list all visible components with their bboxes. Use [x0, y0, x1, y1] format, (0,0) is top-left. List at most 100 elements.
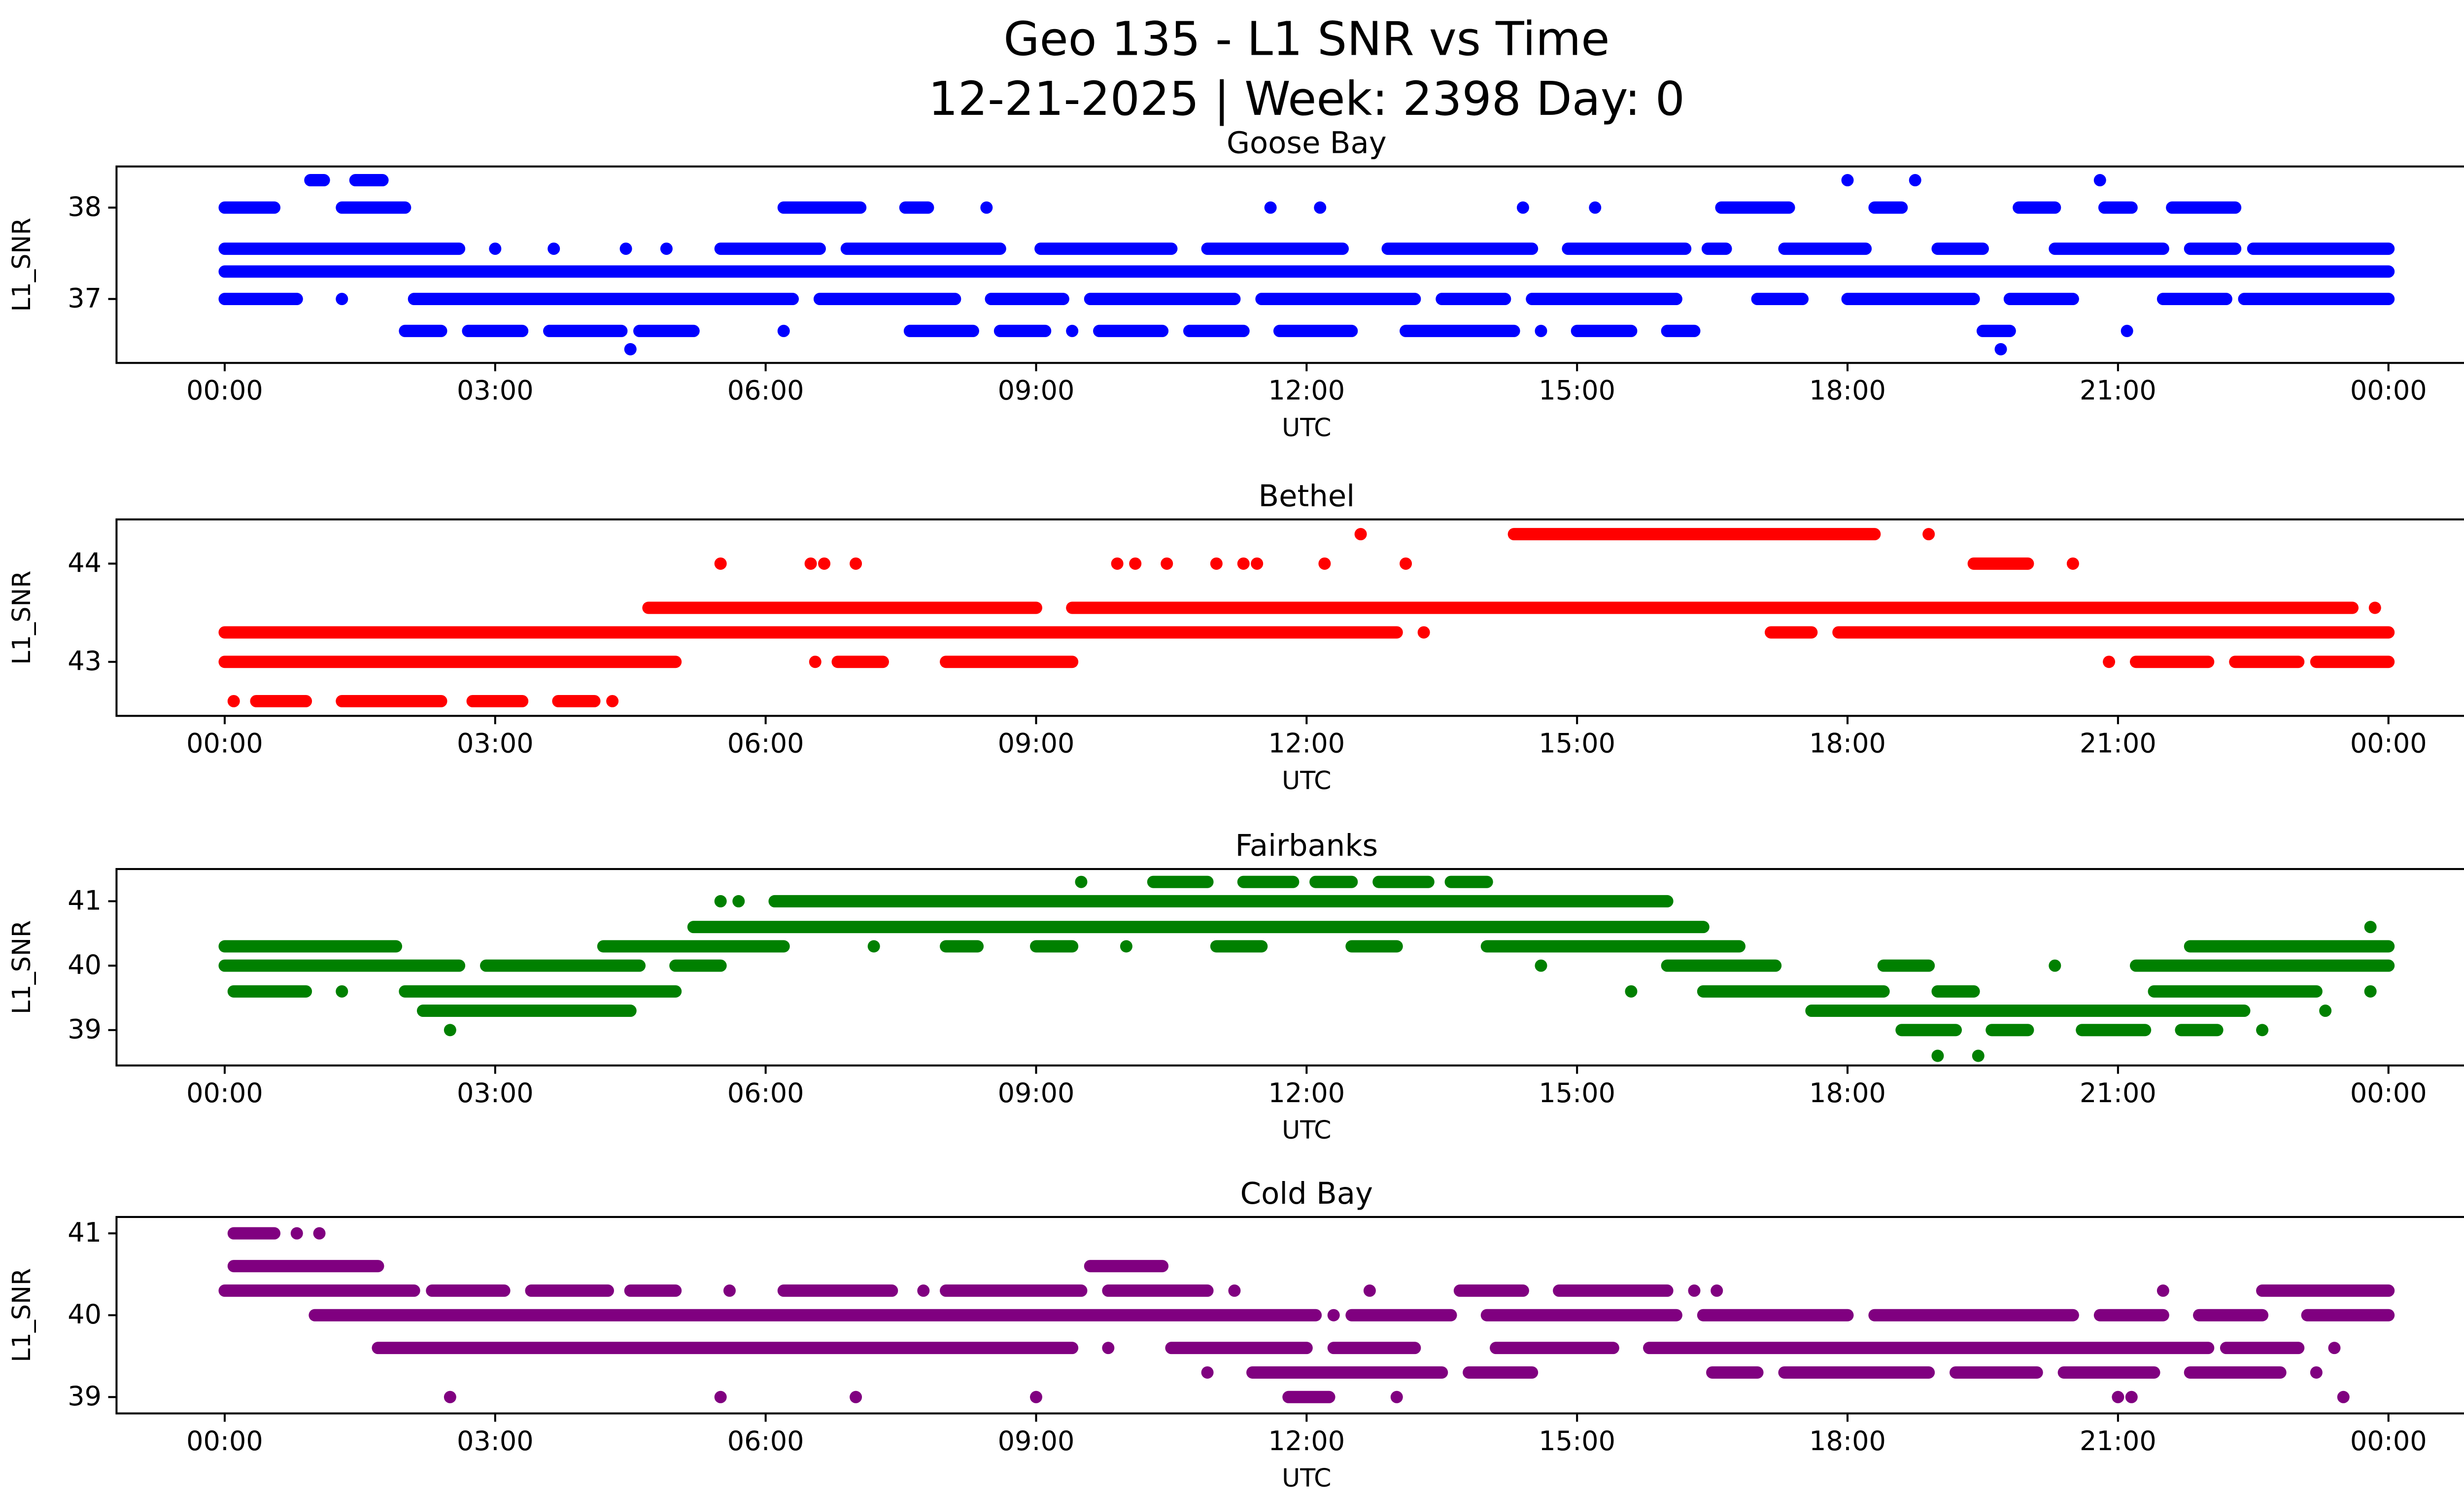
- data-point: [1589, 201, 1602, 214]
- y-axis-label: L1_SNR: [7, 218, 36, 312]
- data-point: [1625, 985, 1638, 998]
- x-tick-label: 18:00: [1809, 728, 1886, 759]
- x-tick-label: 06:00: [727, 1425, 804, 1457]
- data-point: [1210, 557, 1223, 570]
- data-point: [2121, 324, 2133, 337]
- data-point: [336, 293, 348, 306]
- data-point: [2368, 601, 2381, 614]
- data-point: [1417, 626, 1430, 639]
- data-point: [2066, 557, 2079, 570]
- data-point: [1711, 1284, 1723, 1297]
- data-point: [1922, 528, 1935, 541]
- y-axis-label: L1_SNR: [7, 571, 36, 665]
- data-point: [1228, 1284, 1241, 1297]
- data-point: [1264, 201, 1277, 214]
- data-point: [1994, 343, 2007, 355]
- y-tick-label: 40: [68, 949, 102, 980]
- y-tick-label: 43: [68, 646, 102, 677]
- data-point: [723, 1284, 736, 1297]
- data-point: [2112, 1391, 2124, 1403]
- x-tick-label: 09:00: [998, 375, 1075, 406]
- x-tick-label: 09:00: [998, 728, 1075, 759]
- data-point: [1972, 1049, 1985, 1062]
- y-tick-label: 39: [68, 1014, 102, 1045]
- data-point: [1030, 1391, 1042, 1403]
- data-point: [2337, 1391, 2350, 1403]
- data-point: [1535, 324, 1547, 337]
- subplot-cold-bay: Cold Bay 00:00 03:00 06:00 09:00 12:00 15:00 18…: [7, 1177, 2464, 1493]
- x-axis-label: UTC: [1282, 1463, 1331, 1493]
- y-tick-label: 37: [68, 282, 102, 313]
- x-tick-label: 00:00: [186, 728, 263, 759]
- data-point: [714, 895, 727, 907]
- x-tick-label: 00:00: [2350, 1078, 2427, 1109]
- data-point: [2093, 174, 2106, 187]
- data-point: [1102, 1342, 1115, 1355]
- data-point: [714, 1391, 727, 1403]
- data-point: [548, 243, 560, 255]
- data-point: [1129, 557, 1142, 570]
- data-point: [2328, 1342, 2341, 1355]
- y-tick-label: 41: [68, 885, 102, 916]
- data-point: [1931, 1049, 1944, 1062]
- x-tick-label: 18:00: [1809, 1425, 1886, 1457]
- data-point: [1201, 1366, 1214, 1379]
- y-tick-label: 39: [68, 1381, 102, 1412]
- subplot-goose-bay: Goose Bay 00:00 03:00 06:00 09:00 12:00 15:00 1…: [7, 126, 2464, 442]
- y-tick-label: 44: [68, 547, 102, 578]
- data-point: [1314, 201, 1327, 214]
- data-point: [732, 895, 745, 907]
- data-point: [2364, 985, 2377, 998]
- data-point: [2364, 921, 2377, 934]
- subplot-title: Bethel: [1258, 479, 1355, 514]
- subplot-title: Cold Bay: [1240, 1177, 1373, 1211]
- data-point: [1318, 557, 1331, 570]
- x-axis-label: UTC: [1282, 413, 1331, 442]
- data-point: [2256, 1024, 2269, 1037]
- figure-title-line2: 12-21-2025 | Week: 2398 Day: 0: [928, 72, 1685, 126]
- x-tick-label: 21:00: [2080, 1078, 2156, 1109]
- subplot-bethel: Bethel 00:00 03:00 06:00 09:00 12:00 15:00 18:0…: [7, 479, 2464, 795]
- y-axis-label: L1_SNR: [7, 920, 36, 1014]
- data-point: [1363, 1284, 1376, 1297]
- scatter-series: [218, 875, 2395, 1062]
- x-tick-label: 00:00: [186, 375, 263, 406]
- x-tick-label: 03:00: [457, 375, 534, 406]
- data-point: [290, 1227, 303, 1240]
- data-point: [917, 1284, 930, 1297]
- data-point: [818, 557, 831, 570]
- data-point: [1251, 557, 1264, 570]
- data-point: [714, 557, 727, 570]
- y-tick-label: 41: [68, 1217, 102, 1248]
- data-point: [850, 557, 862, 570]
- x-tick-label: 18:00: [1809, 375, 1886, 406]
- y-axis-label: L1_SNR: [7, 1268, 36, 1362]
- x-tick-label: 00:00: [186, 1078, 263, 1109]
- subplot-title: Fairbanks: [1235, 829, 1378, 863]
- data-point: [850, 1391, 862, 1403]
- x-tick-label: 09:00: [998, 1425, 1075, 1457]
- y-tick-label: 38: [68, 191, 102, 222]
- plot-frame: [115, 518, 2464, 717]
- data-point: [777, 324, 790, 337]
- x-tick-label: 15:00: [1539, 1425, 1615, 1457]
- x-axis-label: UTC: [1282, 766, 1331, 795]
- data-point: [336, 985, 348, 998]
- x-tick-label: 15:00: [1539, 728, 1615, 759]
- data-point: [867, 940, 880, 953]
- scatter-series: [218, 528, 2395, 707]
- data-point: [1075, 875, 1088, 888]
- data-point: [313, 1227, 326, 1240]
- data-point: [619, 243, 632, 255]
- data-point: [2125, 1391, 2138, 1403]
- data-point: [1516, 201, 1529, 214]
- data-point: [1354, 528, 1367, 541]
- data-point: [1400, 557, 1412, 570]
- data-point: [980, 201, 993, 214]
- data-point: [660, 243, 673, 255]
- data-point: [1841, 174, 1854, 187]
- data-point: [444, 1024, 456, 1037]
- subplot-title: Goose Bay: [1227, 126, 1387, 161]
